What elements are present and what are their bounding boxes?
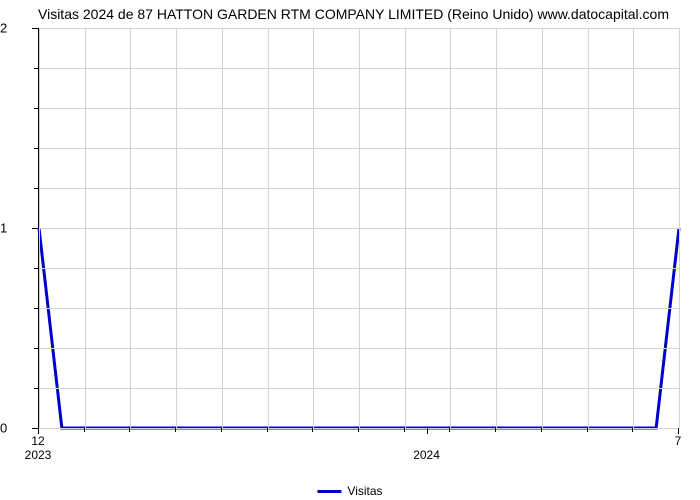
xtick-minor xyxy=(495,428,496,432)
xtick-minor xyxy=(449,428,450,432)
xtick-minor xyxy=(221,428,222,432)
grid-h xyxy=(39,108,679,109)
grid-h xyxy=(39,148,679,149)
xtick-minor xyxy=(129,428,130,432)
grid-h xyxy=(39,388,679,389)
ytick-label-0: 0 xyxy=(0,421,32,436)
ytick-minor xyxy=(34,188,38,189)
ytick-minor xyxy=(34,268,38,269)
ytick-mark xyxy=(32,28,38,29)
ytick-minor xyxy=(34,388,38,389)
xtick-minor xyxy=(84,428,85,432)
xtick-minor xyxy=(358,428,359,432)
grid-h xyxy=(39,348,679,349)
grid-h xyxy=(39,308,679,309)
xtick-minor xyxy=(541,428,542,432)
xtick-minor xyxy=(632,428,633,432)
legend: Visitas xyxy=(317,484,382,498)
visits-chart: Visitas 2024 de 87 HATTON GARDEN RTM COM… xyxy=(0,0,700,500)
chart-title: Visitas 2024 de 87 HATTON GARDEN RTM COM… xyxy=(38,6,669,22)
xtick-mark xyxy=(427,428,428,434)
grid-h xyxy=(39,268,679,269)
ytick-mark xyxy=(32,228,38,229)
grid-h xyxy=(39,428,679,429)
xtick-minor xyxy=(404,428,405,432)
grid-v xyxy=(679,28,680,428)
ytick-label-2: 2 xyxy=(0,21,32,36)
ytick-label-1: 1 xyxy=(0,221,32,236)
ytick-minor xyxy=(34,108,38,109)
xtick-minor xyxy=(267,428,268,432)
xtick-label-bottom: 2023 xyxy=(25,448,52,462)
grid-h xyxy=(39,28,679,29)
ytick-minor xyxy=(34,68,38,69)
legend-label: Visitas xyxy=(347,484,382,498)
ytick-minor xyxy=(34,148,38,149)
plot-area xyxy=(38,28,679,429)
ytick-minor xyxy=(34,308,38,309)
xtick-minor xyxy=(312,428,313,432)
grid-h xyxy=(39,68,679,69)
ytick-minor xyxy=(34,348,38,349)
xtick-label-bottom: 2024 xyxy=(413,448,440,462)
xtick-minor xyxy=(175,428,176,432)
grid-h xyxy=(39,188,679,189)
grid-h xyxy=(39,228,679,229)
xtick-minor xyxy=(587,428,588,432)
xtick-label-top: 12 xyxy=(31,434,44,448)
legend-swatch xyxy=(317,490,341,493)
xtick-label-top: 7 xyxy=(675,434,682,448)
